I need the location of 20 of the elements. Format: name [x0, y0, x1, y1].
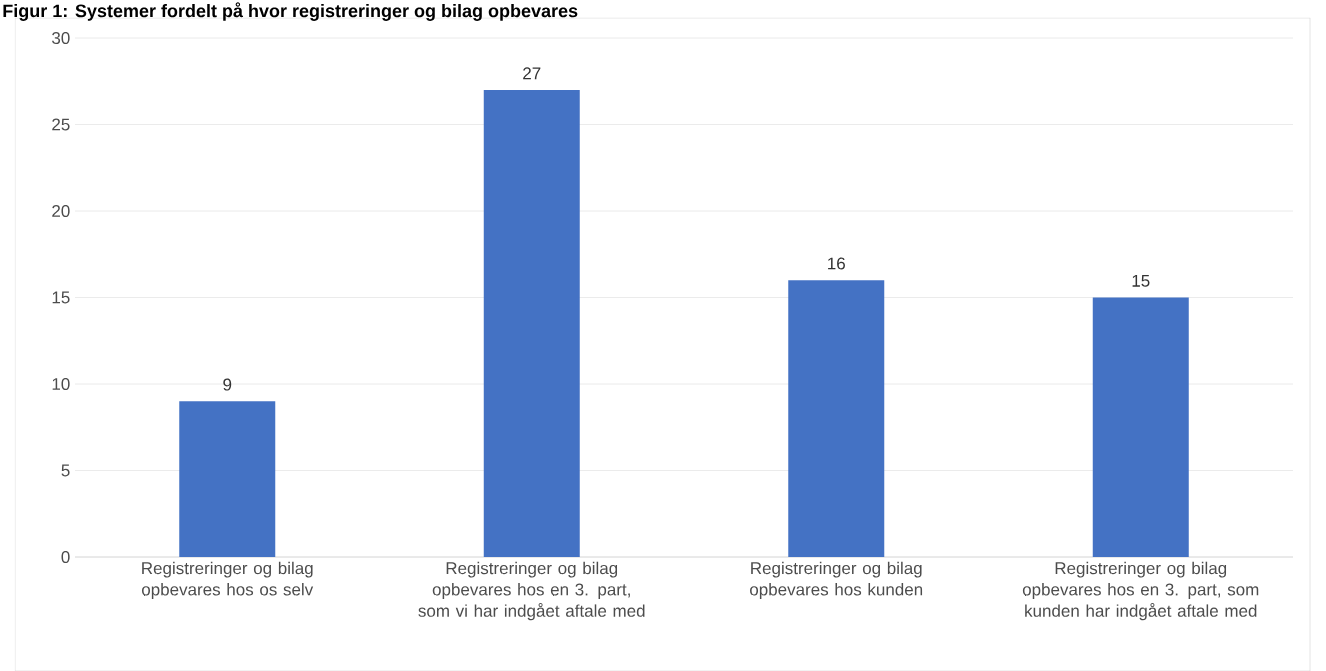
x-tick-label: Registreringer og bilag opbevares hos en 3. part, som vi har indgået aftale med — [418, 561, 645, 621]
y-tick-label: 25 — [52, 118, 70, 131]
bar — [788, 280, 885, 558]
x-tick-label: Registreringer og bilag opbevares hos kunden — [750, 561, 923, 599]
data-label: 9 — [223, 378, 232, 391]
y-tick-label: 0 — [61, 550, 70, 564]
data-label: 15 — [1132, 274, 1150, 287]
bar — [179, 401, 276, 558]
y-tick-label: 20 — [52, 204, 70, 218]
y-tick-label: 10 — [52, 377, 70, 391]
bar — [1092, 297, 1189, 558]
bar — [483, 89, 580, 558]
y-tick-label: 15 — [52, 291, 70, 304]
chart-title: Figur 1: Systemer fordelt på hvor registreringer og bilag opbevares — [3, 2, 578, 21]
y-tick-label: 5 — [61, 464, 70, 477]
data-label: 16 — [828, 257, 845, 270]
data-label: 27 — [523, 67, 541, 80]
x-tick-label: Registreringer og bilag opbevares hos en 3. part, som kunden har indgået aftale med — [1022, 561, 1259, 621]
x-tick-label: Registreringer og bilag opbevares hos os selv — [141, 561, 314, 599]
y-tick-label: 30 — [52, 31, 70, 45]
